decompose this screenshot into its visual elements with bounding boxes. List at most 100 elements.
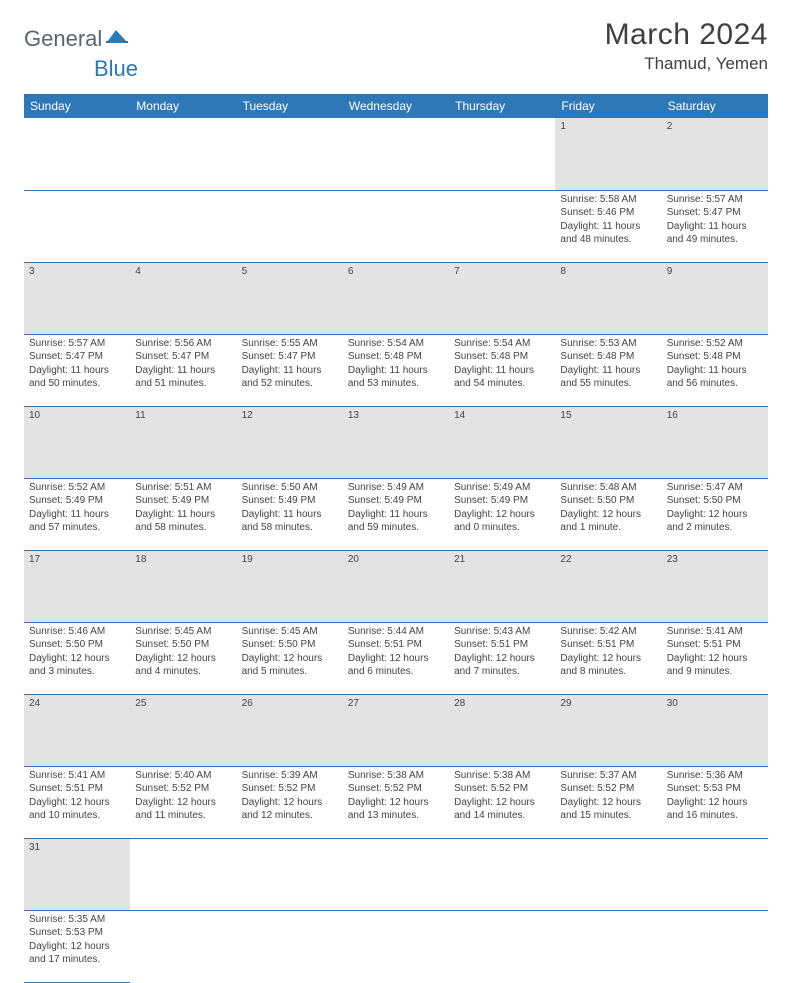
sunrise-text: Sunrise: 5:44 AM bbox=[348, 625, 444, 639]
sunrise-text: Sunrise: 5:57 AM bbox=[667, 193, 763, 207]
daylight-text: Daylight: 12 hours and 11 minutes. bbox=[135, 796, 231, 823]
daylight-text: Daylight: 11 hours and 53 minutes. bbox=[348, 364, 444, 391]
sunrise-text: Sunrise: 5:55 AM bbox=[242, 337, 338, 351]
sunrise-text: Sunrise: 5:54 AM bbox=[348, 337, 444, 351]
day-number: 11 bbox=[135, 410, 145, 421]
daylight-text: Daylight: 12 hours and 14 minutes. bbox=[454, 796, 550, 823]
sunrise-text: Sunrise: 5:42 AM bbox=[560, 625, 656, 639]
day-cell: Sunrise: 5:35 AMSunset: 5:53 PMDaylight:… bbox=[24, 910, 130, 982]
day-number-cell: 31 bbox=[24, 838, 130, 910]
sunset-text: Sunset: 5:50 PM bbox=[135, 638, 231, 652]
sunset-text: Sunset: 5:53 PM bbox=[29, 926, 125, 940]
weekday-header: Monday bbox=[130, 94, 236, 118]
day-number-cell: 17 bbox=[24, 550, 130, 622]
day-number-cell: 10 bbox=[24, 406, 130, 478]
day-number-cell: 7 bbox=[449, 262, 555, 334]
day-number: 27 bbox=[348, 698, 359, 709]
day-number-cell: 13 bbox=[343, 406, 449, 478]
day-cell bbox=[449, 910, 555, 982]
daylight-text: Daylight: 11 hours and 52 minutes. bbox=[242, 364, 338, 391]
sunrise-text: Sunrise: 5:48 AM bbox=[560, 481, 656, 495]
day-number: 28 bbox=[454, 698, 465, 709]
sunset-text: Sunset: 5:49 PM bbox=[242, 494, 338, 508]
sunrise-text: Sunrise: 5:49 AM bbox=[348, 481, 444, 495]
sunset-text: Sunset: 5:49 PM bbox=[348, 494, 444, 508]
day-number-cell: 27 bbox=[343, 694, 449, 766]
day-cell: Sunrise: 5:53 AMSunset: 5:48 PMDaylight:… bbox=[555, 334, 661, 406]
sunset-text: Sunset: 5:49 PM bbox=[29, 494, 125, 508]
brand-logo: General bbox=[24, 26, 130, 52]
day-number-cell: 29 bbox=[555, 694, 661, 766]
day-number-cell: 28 bbox=[449, 694, 555, 766]
weekday-header: Tuesday bbox=[237, 94, 343, 118]
day-cell: Sunrise: 5:43 AMSunset: 5:51 PMDaylight:… bbox=[449, 622, 555, 694]
sunset-text: Sunset: 5:49 PM bbox=[135, 494, 231, 508]
sunrise-text: Sunrise: 5:54 AM bbox=[454, 337, 550, 351]
day-number-cell: 22 bbox=[555, 550, 661, 622]
sunrise-text: Sunrise: 5:57 AM bbox=[29, 337, 125, 351]
day-number: 16 bbox=[667, 410, 678, 421]
daylight-text: Daylight: 12 hours and 6 minutes. bbox=[348, 652, 444, 679]
day-number: 1 bbox=[560, 121, 566, 132]
daylight-text: Daylight: 11 hours and 50 minutes. bbox=[29, 364, 125, 391]
brand-part2: Blue bbox=[94, 56, 792, 82]
sunrise-text: Sunrise: 5:37 AM bbox=[560, 769, 656, 783]
sunrise-text: Sunrise: 5:41 AM bbox=[667, 625, 763, 639]
day-cell bbox=[237, 190, 343, 262]
sunset-text: Sunset: 5:48 PM bbox=[348, 350, 444, 364]
brand-part1: General bbox=[24, 26, 102, 52]
daylight-text: Daylight: 11 hours and 58 minutes. bbox=[242, 508, 338, 535]
day-number: 18 bbox=[135, 554, 146, 565]
day-number-cell: 30 bbox=[662, 694, 768, 766]
sunrise-text: Sunrise: 5:43 AM bbox=[454, 625, 550, 639]
day-number-cell: 1 bbox=[555, 118, 661, 190]
day-number: 25 bbox=[135, 698, 146, 709]
sunset-text: Sunset: 5:50 PM bbox=[242, 638, 338, 652]
day-number: 2 bbox=[667, 121, 673, 132]
day-number: 3 bbox=[29, 266, 35, 277]
sunrise-text: Sunrise: 5:45 AM bbox=[135, 625, 231, 639]
day-number-cell bbox=[343, 118, 449, 190]
day-number-cell: 25 bbox=[130, 694, 236, 766]
daylight-text: Daylight: 11 hours and 56 minutes. bbox=[667, 364, 763, 391]
day-number-cell: 15 bbox=[555, 406, 661, 478]
sunrise-text: Sunrise: 5:53 AM bbox=[560, 337, 656, 351]
weekday-header: Saturday bbox=[662, 94, 768, 118]
daylight-text: Daylight: 12 hours and 17 minutes. bbox=[29, 940, 125, 967]
day-number: 23 bbox=[667, 554, 678, 565]
daynum-row: 3456789 bbox=[24, 262, 768, 334]
day-cell: Sunrise: 5:48 AMSunset: 5:50 PMDaylight:… bbox=[555, 478, 661, 550]
daynum-row: 31 bbox=[24, 838, 768, 910]
sunrise-text: Sunrise: 5:38 AM bbox=[454, 769, 550, 783]
daylight-text: Daylight: 11 hours and 57 minutes. bbox=[29, 508, 125, 535]
sunrise-text: Sunrise: 5:41 AM bbox=[29, 769, 125, 783]
day-cell: Sunrise: 5:52 AMSunset: 5:49 PMDaylight:… bbox=[24, 478, 130, 550]
sunrise-text: Sunrise: 5:45 AM bbox=[242, 625, 338, 639]
day-number: 14 bbox=[454, 410, 465, 421]
daynum-row: 12 bbox=[24, 118, 768, 190]
day-cell: Sunrise: 5:40 AMSunset: 5:52 PMDaylight:… bbox=[130, 766, 236, 838]
day-cell: Sunrise: 5:55 AMSunset: 5:47 PMDaylight:… bbox=[237, 334, 343, 406]
day-number: 31 bbox=[29, 842, 40, 853]
day-cell bbox=[662, 910, 768, 982]
day-cell: Sunrise: 5:56 AMSunset: 5:47 PMDaylight:… bbox=[130, 334, 236, 406]
sunset-text: Sunset: 5:51 PM bbox=[29, 782, 125, 796]
sunrise-text: Sunrise: 5:36 AM bbox=[667, 769, 763, 783]
day-cell bbox=[343, 190, 449, 262]
daylight-text: Daylight: 12 hours and 4 minutes. bbox=[135, 652, 231, 679]
sunrise-text: Sunrise: 5:39 AM bbox=[242, 769, 338, 783]
sunset-text: Sunset: 5:52 PM bbox=[242, 782, 338, 796]
day-cell: Sunrise: 5:49 AMSunset: 5:49 PMDaylight:… bbox=[449, 478, 555, 550]
sunset-text: Sunset: 5:52 PM bbox=[135, 782, 231, 796]
day-number: 21 bbox=[454, 554, 465, 565]
day-cell: Sunrise: 5:46 AMSunset: 5:50 PMDaylight:… bbox=[24, 622, 130, 694]
day-number: 15 bbox=[560, 410, 571, 421]
week-row: Sunrise: 5:35 AMSunset: 5:53 PMDaylight:… bbox=[24, 910, 768, 982]
sunset-text: Sunset: 5:48 PM bbox=[560, 350, 656, 364]
day-number: 24 bbox=[29, 698, 40, 709]
daylight-text: Daylight: 12 hours and 7 minutes. bbox=[454, 652, 550, 679]
sunset-text: Sunset: 5:52 PM bbox=[348, 782, 444, 796]
daylight-text: Daylight: 12 hours and 8 minutes. bbox=[560, 652, 656, 679]
day-cell: Sunrise: 5:51 AMSunset: 5:49 PMDaylight:… bbox=[130, 478, 236, 550]
day-cell: Sunrise: 5:41 AMSunset: 5:51 PMDaylight:… bbox=[24, 766, 130, 838]
